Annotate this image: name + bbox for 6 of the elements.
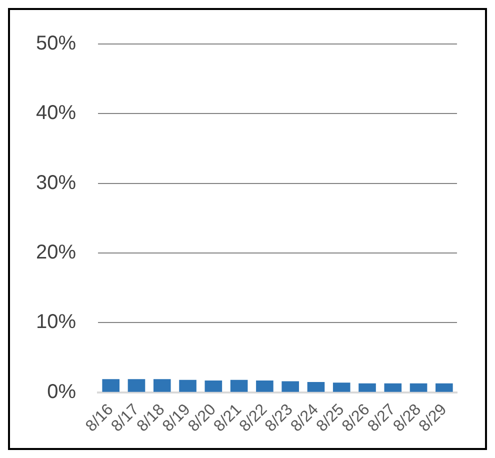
- y-tick-label: 30%: [36, 172, 76, 194]
- y-tick-label: 20%: [36, 242, 76, 264]
- y-tick-label: 50%: [36, 32, 76, 55]
- y-tick-label: 40%: [36, 102, 76, 124]
- y-tick-label: 10%: [36, 311, 76, 334]
- y-tick-label: 0%: [47, 380, 76, 403]
